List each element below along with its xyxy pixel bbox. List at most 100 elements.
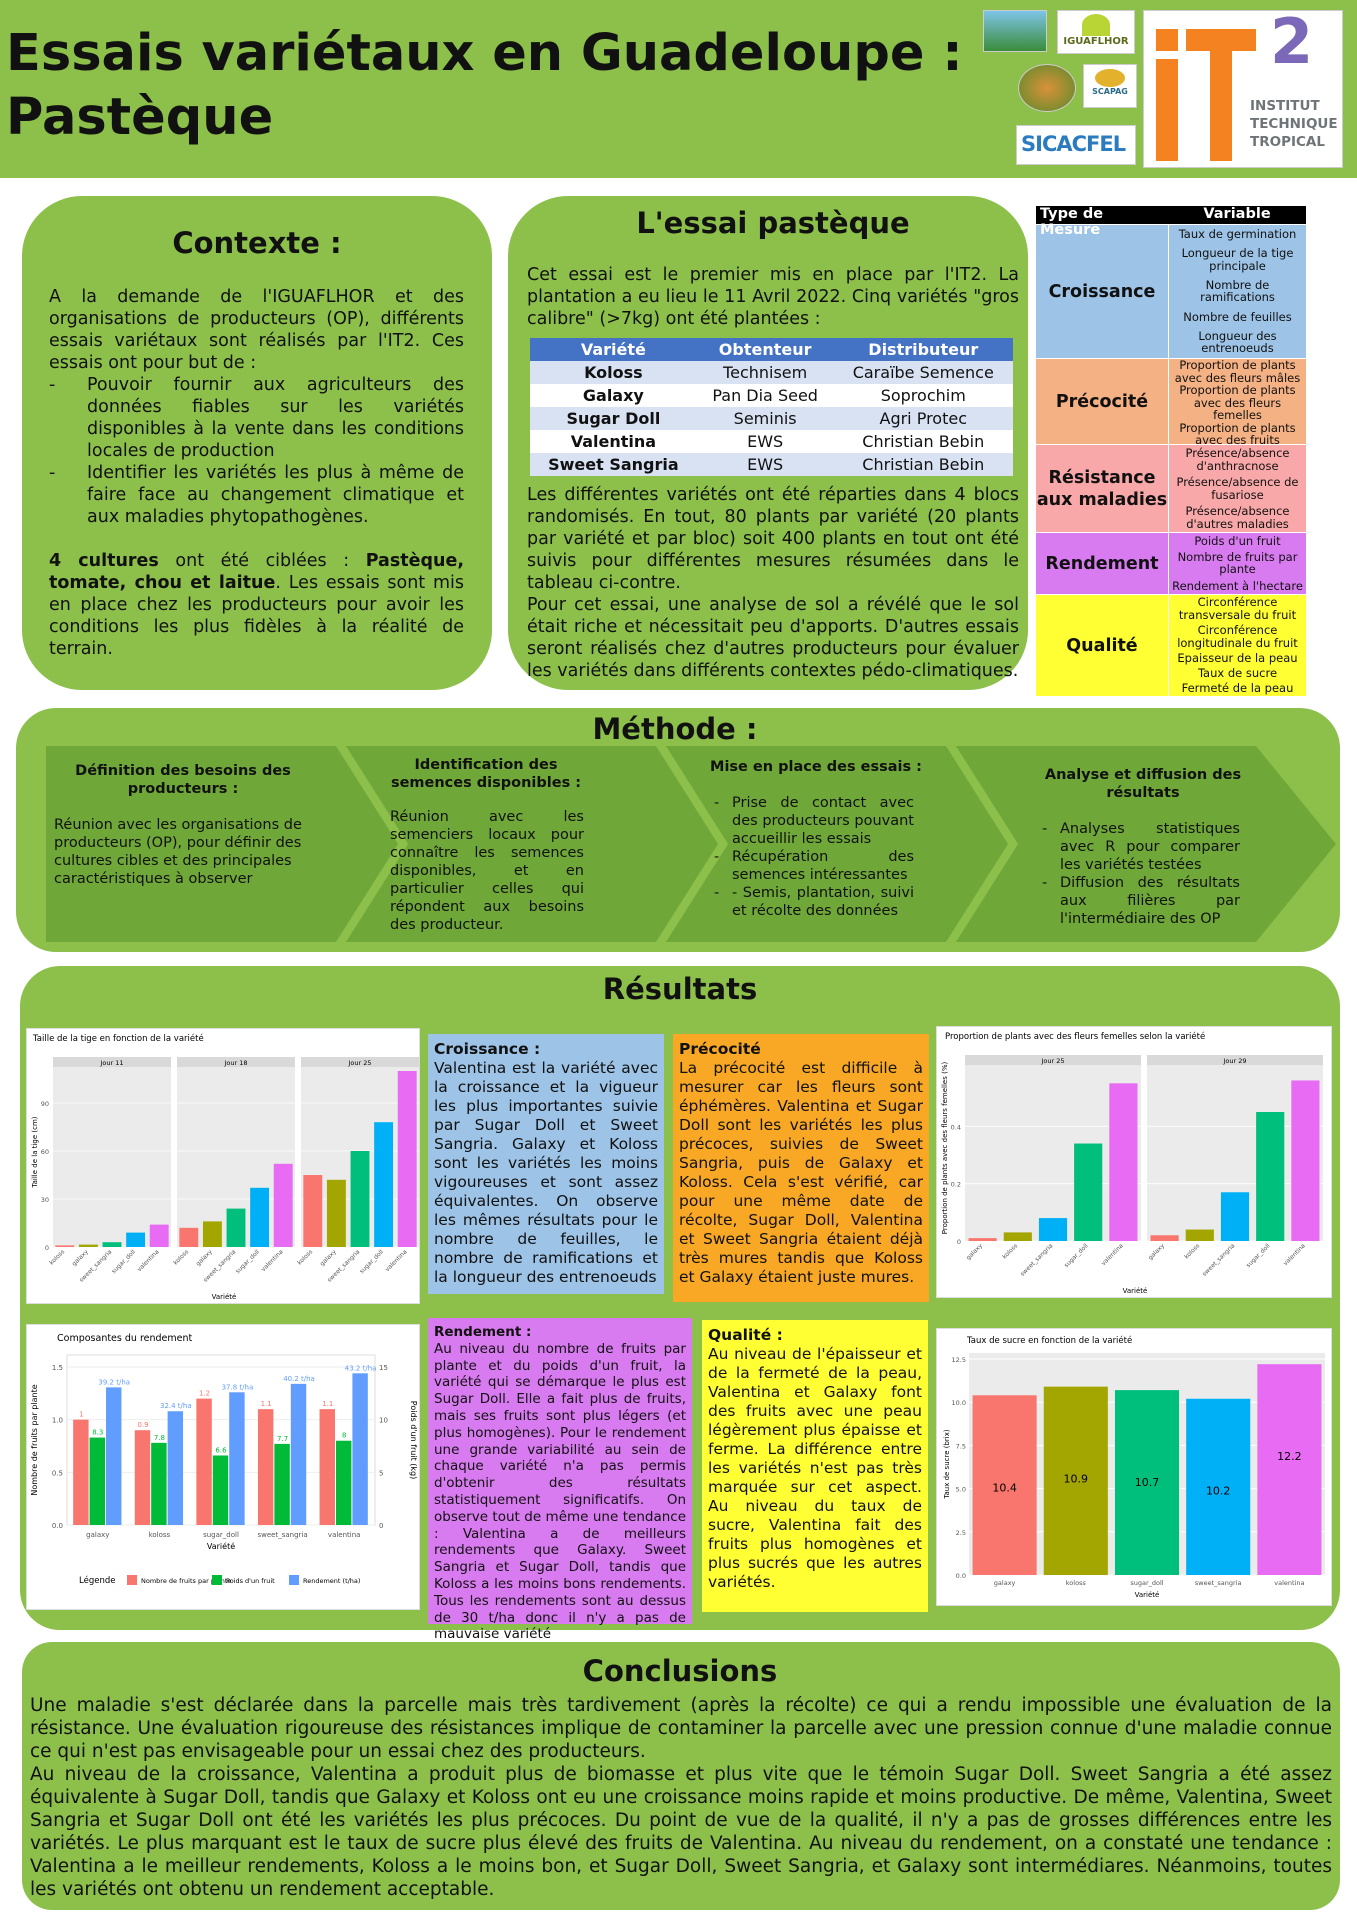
rendement-box: Rendement : Au niveau du nombre de fruit… (428, 1318, 692, 1642)
data-label: 1.2 (199, 1390, 210, 1398)
bar (151, 1442, 167, 1525)
legend-title: Légende (79, 1575, 115, 1586)
mesure-variable: Circonférence longitudinale du fruit (1177, 623, 1298, 650)
it2-logo: 2 INSTITUT TECHNIQUE TROPICAL (1143, 5, 1343, 168)
tick-label: galaxy (86, 1531, 109, 1539)
bar (352, 1373, 368, 1525)
table-header: Obtenteur (696, 338, 834, 361)
bar (1043, 1386, 1108, 1575)
legend-swatch (127, 1575, 137, 1585)
mesure-variable: Présence/absence de fusariose (1176, 475, 1299, 502)
methode-arrows (46, 746, 1336, 942)
bar (1114, 1390, 1180, 1575)
title-line-2: Pastèque (6, 88, 274, 147)
tick-label: sweet_sangria (1195, 1579, 1242, 1587)
chart-title: Proportion de plants avec des fleurs fem… (945, 1031, 1205, 1042)
facet-label: Jour 18 (223, 1059, 247, 1067)
conclusions-text: Une maladie s'est déclarée dans la parce… (30, 1695, 1332, 1900)
data-label: 8 (342, 1432, 346, 1440)
bar (1003, 1232, 1032, 1241)
facet-panel (53, 1057, 171, 1247)
step-2-text: Réunion avec les semenciers locaux pour … (390, 809, 584, 933)
legend-swatch (212, 1575, 222, 1585)
resultats-title: Résultats (602, 972, 758, 1006)
tick-label: koloss (149, 1531, 171, 1539)
y-axis-label: Proportion de plants avec des fleurs fem… (941, 1062, 949, 1235)
bar (134, 1430, 151, 1525)
mesure-variable: Circonférence transversale du fruit (1178, 595, 1297, 622)
bar (89, 1437, 106, 1525)
bar (1038, 1218, 1068, 1241)
data-label: 37.8 t/ha (222, 1383, 254, 1391)
step-3-list: - Prise de contact avec des producteurs p… (714, 794, 914, 920)
chart-sugar-content: Taux de sucre en fonction de la variété 0… (936, 1328, 1332, 1606)
x-axis-label: Variété (212, 1293, 237, 1301)
bar (78, 1244, 98, 1247)
page-title: Essais variétaux en Guadeloupe : Pastèqu… (6, 22, 963, 150)
y-axis-label-right: Poids d'un fruit (kg) (409, 1401, 418, 1479)
tick-label: 5.0 (956, 1486, 966, 1494)
bar (397, 1071, 417, 1247)
tick-label: valentina (1274, 1579, 1304, 1587)
bar (1074, 1143, 1103, 1241)
facet-label: Jour 29 (1222, 1057, 1246, 1065)
y-axis-label: Taux de sucre (brix) (943, 1429, 951, 1500)
data-label: 12.2 (1277, 1450, 1302, 1463)
tick-label: 30 (41, 1196, 49, 1204)
essai-details: Les différentes variétés ont été réparti… (527, 485, 1019, 681)
facet-strip (301, 1057, 419, 1067)
methode-title: Méthode : (592, 712, 758, 746)
bar (972, 1395, 1037, 1575)
mesure-type: Précocité (1055, 391, 1149, 412)
bar (968, 1238, 997, 1241)
mesure-variable: Nombre de fruits par plante (1177, 549, 1298, 577)
step-4-list: - Analyses statistiques avec R pour compa… (1042, 820, 1240, 928)
tick-label: 5 (379, 1469, 383, 1477)
bar (257, 1409, 274, 1525)
tick-label: 1.0 (52, 1417, 63, 1425)
list-item: - Identifier les variétés les plus à même… (49, 463, 464, 527)
list-item: - Diffusion des résultats aux filières pa… (1042, 875, 1240, 927)
mesure-variable: Longueur des entrenoeuds (1198, 328, 1277, 356)
tick-label: 0.0 (52, 1522, 63, 1530)
mesure-variable: Proportion de plants avec des fleurs fem… (1179, 383, 1296, 422)
facet-strip (1147, 1055, 1323, 1065)
bar (1220, 1192, 1250, 1241)
bar (1186, 1398, 1251, 1575)
table-row: Sugar Doll Seminis Agri Protec (530, 407, 1013, 430)
tick-label: sweet_sangria (258, 1531, 308, 1539)
mesure-variable: Taux de germination (1178, 227, 1297, 242)
tick-label: 0 (45, 1244, 49, 1252)
step-4-title: Analyse et diffusion des résultats (1044, 767, 1242, 801)
precocite-box: Précocité La précocité est difficile à m… (673, 1034, 929, 1302)
bar (179, 1227, 199, 1247)
table-header: Type de Mesure (1040, 206, 1104, 238)
contexte-title: Contexte : (172, 226, 342, 260)
bar (303, 1175, 323, 1247)
list-item: - Pouvoir fournir aux agriculteurs des do… (49, 375, 464, 461)
qualite-box: Qualité : Au niveau de l'épaisseur et de… (702, 1320, 928, 1612)
tick-label: sugar_doll (203, 1531, 239, 1539)
mesure-group: Résistance aux maladies Présence/absence … (1036, 444, 1306, 532)
y-axis-label: Taille de la tige (cm) (31, 1116, 39, 1188)
tick-label: galaxy (994, 1579, 1016, 1587)
mesure-variable: Proportion de plants avec des fruits (1179, 420, 1296, 447)
data-label: 40.2 t/ha (283, 1375, 315, 1383)
table-header: Variable (1203, 206, 1271, 222)
list-item: - Récupération des semences intéressantes (714, 849, 914, 883)
data-label: 6.6 (215, 1446, 227, 1454)
association-logo (1018, 64, 1076, 112)
tick-label: 12.5 (952, 1356, 966, 1364)
essai-intro: Cet essai est le premier mis en place pa… (527, 265, 1019, 329)
tick-label: sugar_doll (1130, 1579, 1163, 1587)
bar (149, 1224, 169, 1247)
table-row: Galaxy Pan Dia Seed Soprochim (530, 384, 1013, 407)
tick-label: koloss (1066, 1579, 1087, 1587)
bar (202, 1221, 222, 1247)
tick-label: 7.5 (956, 1442, 966, 1450)
essai-title: L'essai pastèque (636, 206, 910, 240)
bar (1257, 1364, 1322, 1575)
croissance-box: Croissance : Valentina est la variété av… (428, 1034, 664, 1294)
tick-label: 60 (41, 1148, 49, 1156)
table-row: Koloss Technisem Caraïbe Semence (530, 361, 1013, 384)
